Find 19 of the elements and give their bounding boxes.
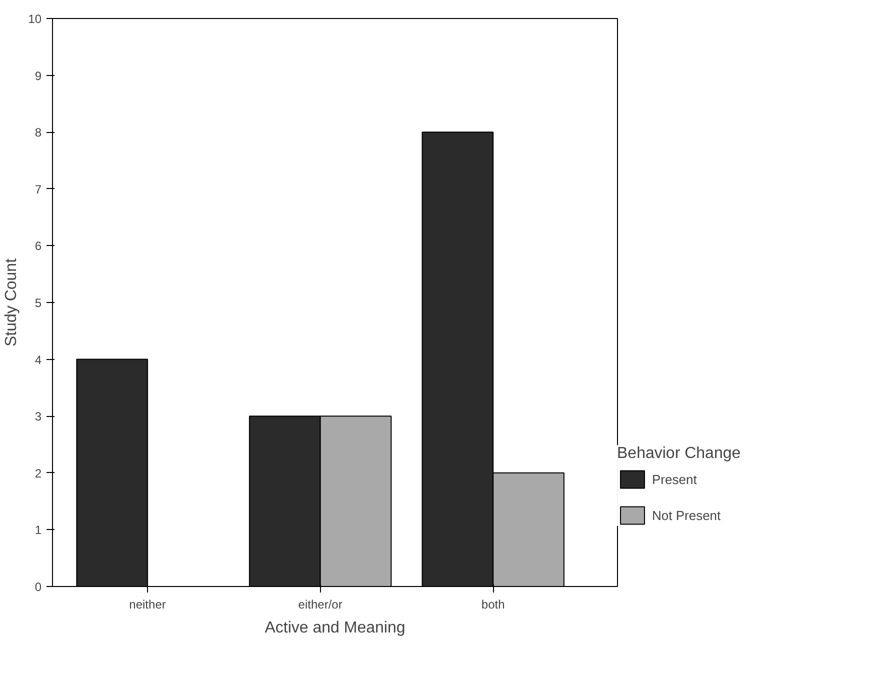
x-tick-label: either/or [298,598,342,612]
y-tick-label: 0 [34,580,42,594]
y-axis-title: Study Count [3,258,20,347]
y-tick-label: 7 [34,182,42,196]
legend-label: Not Present [652,508,721,522]
x-tick-label: neither [129,598,166,612]
y-tick-label: 4 [34,352,42,367]
y-tick-label: 6 [34,239,42,254]
y-tick-label: 9 [34,68,42,83]
legend-label: Present [652,472,697,486]
y-tick-label: 1 [34,523,42,538]
y-tick-label: 5 [34,296,42,310]
x-tick-label: both [481,598,505,612]
legend-title: Behavior Change [617,445,741,463]
y-tick-label: 3 [34,410,42,424]
y-tick-label: 2 [34,466,42,480]
y-tick-label: 10 [28,12,42,26]
x-axis-title: Active and Meaning [264,620,406,636]
y-tick-label: 8 [34,126,42,140]
